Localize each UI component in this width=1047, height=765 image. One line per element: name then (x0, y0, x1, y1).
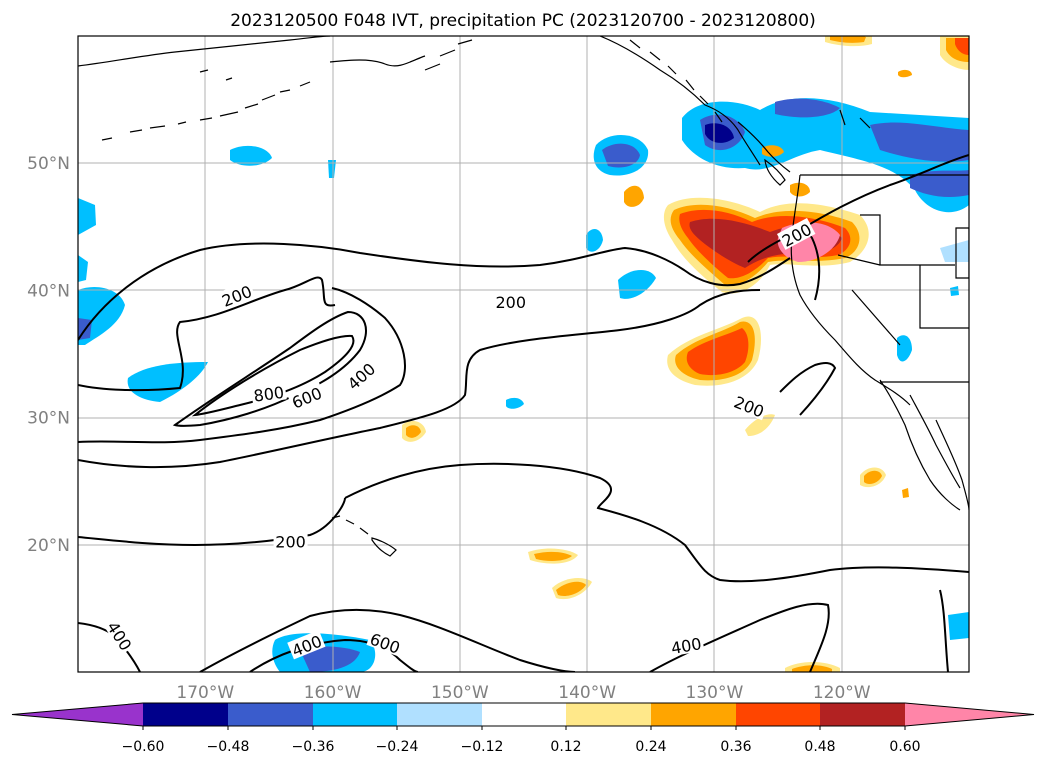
colorbar-tick-label: 0.12 (550, 739, 581, 755)
colorbar-tick-label: −0.36 (292, 739, 335, 755)
colorbar-segment (143, 703, 228, 726)
colorbar-extend-min (12, 703, 143, 726)
lon-label: 120°W (813, 683, 871, 703)
contour-label-background (287, 381, 326, 412)
lat-label: 40°N (27, 281, 70, 301)
contour-label-background (667, 632, 705, 657)
lon-label: 130°W (686, 683, 744, 703)
longitude-labels: 170°W 160°W 150°W 140°W 130°W 120°W (176, 683, 870, 703)
contour-label-background (250, 381, 287, 405)
colorbar-extend-max (905, 703, 1034, 726)
contour-label-background (730, 390, 769, 421)
contour-label-background (776, 218, 816, 250)
lat-label: 50°N (27, 154, 70, 174)
lon-label: 150°W (431, 683, 489, 703)
contour-label-background (341, 357, 380, 394)
contour-label-text: 200 (275, 532, 306, 551)
contour-label-background (366, 627, 405, 657)
contour-label-background (273, 531, 308, 550)
colorbar-tick-label: 0.60 (889, 739, 920, 755)
colorbar-tick-label: −0.48 (207, 739, 250, 755)
contour-label-background (493, 292, 528, 311)
colorbar-segment (228, 703, 313, 726)
lon-label: 160°W (304, 683, 362, 703)
contour-label: 200 (493, 292, 528, 312)
colorbar-tick-label: −0.60 (122, 739, 165, 755)
contour-label-text: 800 (252, 383, 285, 406)
colorbar-segment (566, 703, 651, 726)
lat-label: 30°N (27, 409, 70, 429)
colorbar-segment (397, 703, 482, 726)
contour-label-text: 200 (495, 293, 526, 312)
colorbar: −0.60 −0.48 −0.36 −0.24 −0.12 0.12 0.24 0.36 0.4… (11, 702, 1035, 755)
colorbar-segment (313, 703, 397, 726)
ivt-contours (78, 154, 969, 672)
contour-label: 800 (250, 381, 287, 406)
colorbar-segment (820, 703, 905, 726)
map-frame (77, 35, 970, 673)
colorbar-segment (736, 703, 820, 726)
colorbar-tick-label: 0.36 (720, 739, 751, 755)
contour-label-background (103, 616, 138, 655)
colorbar-tick-label: −0.12 (461, 739, 504, 755)
colorbar-tick-label: 0.48 (804, 739, 835, 755)
contour-label: 200 (273, 531, 308, 551)
lon-label: 140°W (558, 683, 616, 703)
lon-label: 170°W (176, 683, 234, 703)
contour-label: 400 (667, 632, 705, 658)
precipitation-shading (78, 36, 969, 672)
colorbar-segment (482, 703, 566, 726)
colorbar-tick-label: 0.24 (635, 739, 666, 755)
contour-label-background (287, 629, 326, 660)
colorbar-segment (651, 703, 736, 726)
lat-label: 20°N (27, 536, 70, 556)
latitude-labels: 50°N 40°N 30°N 20°N (27, 154, 70, 556)
colorbar-tick-label: −0.24 (376, 739, 419, 755)
contour-label-background (217, 280, 256, 310)
map-title: 2023120500 F048 IVT, precipitation PC (2… (230, 11, 816, 31)
